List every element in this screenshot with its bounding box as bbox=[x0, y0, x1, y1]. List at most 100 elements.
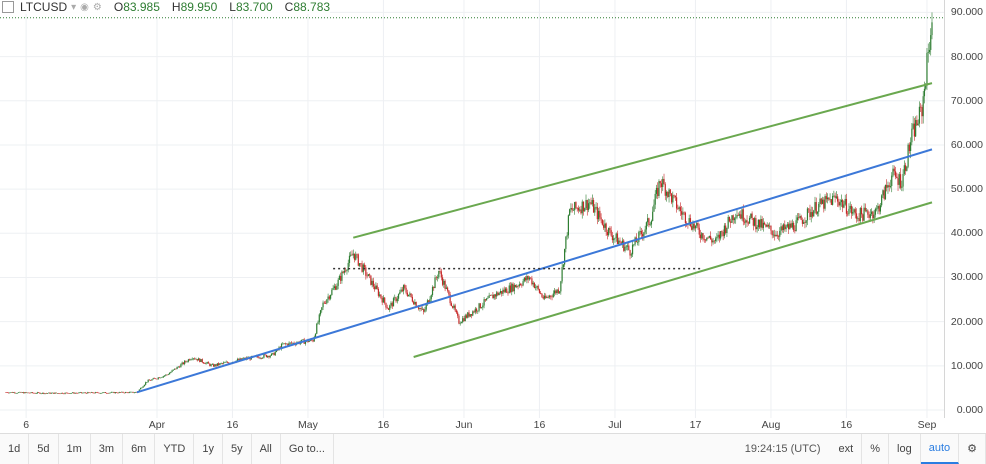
candle-body bbox=[681, 211, 683, 215]
candle-body bbox=[868, 214, 870, 218]
candle-body bbox=[285, 343, 288, 345]
trend-line bbox=[136, 148, 933, 394]
candle-body bbox=[519, 284, 522, 286]
candle-body bbox=[746, 220, 748, 223]
candle-body bbox=[533, 282, 536, 288]
candle-body bbox=[804, 222, 806, 223]
candle-body bbox=[663, 178, 665, 185]
candle-body bbox=[166, 374, 168, 376]
candle-body bbox=[620, 242, 622, 244]
candle-body bbox=[109, 392, 112, 394]
ext-button[interactable]: ext bbox=[831, 434, 863, 464]
range-ytd-button[interactable]: YTD bbox=[155, 434, 195, 464]
candle-body bbox=[814, 202, 816, 211]
ohlc-low-label: L bbox=[229, 0, 236, 14]
time-axis[interactable]: 6 Apr 16 May 16 Jun 16 Jul 17 Aug 16 Sep bbox=[0, 418, 944, 432]
candle-body bbox=[467, 312, 469, 318]
candle-body bbox=[7, 392, 10, 394]
candle-body bbox=[197, 358, 200, 361]
candle-body bbox=[63, 393, 65, 395]
y-tick-label: 0.000 bbox=[956, 404, 983, 416]
candle-body bbox=[157, 377, 159, 379]
candle-body bbox=[287, 343, 289, 346]
candle-body bbox=[575, 202, 577, 208]
candle-body bbox=[145, 382, 147, 385]
candle-body bbox=[608, 227, 610, 236]
settings-icon[interactable]: ⚙ bbox=[92, 1, 102, 13]
range-6m-button[interactable]: 6m bbox=[123, 434, 156, 464]
percent-button[interactable]: % bbox=[862, 434, 890, 464]
y-tick-label: 60.000 bbox=[950, 138, 983, 151]
candle-body bbox=[49, 392, 51, 394]
goto-button[interactable]: Go to... bbox=[281, 434, 334, 464]
candle-body bbox=[113, 392, 115, 394]
candle-body bbox=[72, 392, 74, 394]
log-button[interactable]: log bbox=[889, 434, 921, 464]
price-chart[interactable] bbox=[0, 0, 944, 418]
candle-body bbox=[425, 304, 427, 310]
candle-body bbox=[186, 361, 188, 363]
range-1d-button[interactable]: 1d bbox=[0, 434, 30, 464]
candle-body bbox=[894, 171, 897, 177]
candle-body bbox=[571, 207, 573, 211]
candle-body bbox=[660, 183, 663, 188]
candle-body bbox=[902, 173, 904, 187]
candle-body bbox=[371, 280, 373, 285]
range-5d-button[interactable]: 5d bbox=[29, 434, 59, 464]
candle-body bbox=[701, 233, 703, 239]
ohlc-open-label: O bbox=[113, 0, 124, 14]
candle-body bbox=[779, 231, 781, 237]
eye-icon[interactable]: ◉ bbox=[80, 1, 89, 13]
candle-body bbox=[36, 392, 39, 394]
candle-body bbox=[441, 277, 444, 285]
ohlc-high-value: 89.950 bbox=[180, 0, 218, 14]
candle-body bbox=[837, 196, 839, 202]
candle-body bbox=[693, 223, 695, 229]
candle-body bbox=[551, 296, 553, 298]
range-1m-button[interactable]: 1m bbox=[59, 434, 91, 464]
gear-icon[interactable]: ⚙ bbox=[959, 434, 986, 464]
candle-body bbox=[869, 214, 871, 218]
range-3m-button[interactable]: 3m bbox=[91, 434, 124, 464]
candle-body bbox=[396, 298, 398, 302]
candle-body bbox=[382, 297, 385, 303]
candle-body bbox=[475, 308, 478, 312]
candle-body bbox=[525, 277, 527, 281]
range-all-button[interactable]: All bbox=[252, 434, 281, 464]
range-5y-button[interactable]: 5y bbox=[223, 434, 252, 464]
candle-body bbox=[654, 193, 656, 205]
candle-body bbox=[732, 215, 734, 221]
candle-body bbox=[316, 323, 318, 334]
range-1y-button[interactable]: 1y bbox=[194, 434, 223, 464]
candle-body bbox=[345, 270, 347, 272]
candle-body bbox=[789, 223, 791, 230]
price-axis[interactable]: 0.000 10.000 20.000 30.000 40.000 50.000 60.00… bbox=[944, 0, 986, 418]
candle-body bbox=[177, 366, 179, 368]
x-tick-label: 17 bbox=[689, 419, 702, 431]
candle-body bbox=[376, 285, 378, 289]
candle-body bbox=[643, 232, 645, 237]
symbol-toggle-icon[interactable] bbox=[2, 1, 14, 13]
candle-body bbox=[764, 222, 766, 225]
candle-body bbox=[75, 392, 78, 394]
auto-scale-button[interactable]: auto bbox=[920, 434, 960, 464]
candle-body bbox=[94, 392, 96, 394]
candle-body bbox=[265, 354, 268, 358]
chevron-down-icon[interactable]: ▾ bbox=[71, 1, 77, 13]
candle-body bbox=[185, 360, 187, 362]
candle-body bbox=[340, 276, 342, 281]
candle-body bbox=[73, 392, 75, 394]
candle-body bbox=[196, 359, 198, 361]
candle-body bbox=[406, 292, 408, 297]
candle-body bbox=[199, 358, 201, 362]
candle-body bbox=[770, 225, 772, 231]
candle-body bbox=[90, 392, 93, 393]
candle-body bbox=[190, 359, 192, 361]
symbol-name[interactable]: LTCUSD bbox=[20, 0, 68, 14]
candle-body bbox=[652, 211, 654, 221]
candle-body bbox=[59, 393, 61, 395]
candle-body bbox=[215, 364, 217, 366]
y-tick-label: 20.000 bbox=[950, 315, 983, 328]
candle-body bbox=[668, 189, 670, 198]
candle-body bbox=[160, 377, 162, 379]
